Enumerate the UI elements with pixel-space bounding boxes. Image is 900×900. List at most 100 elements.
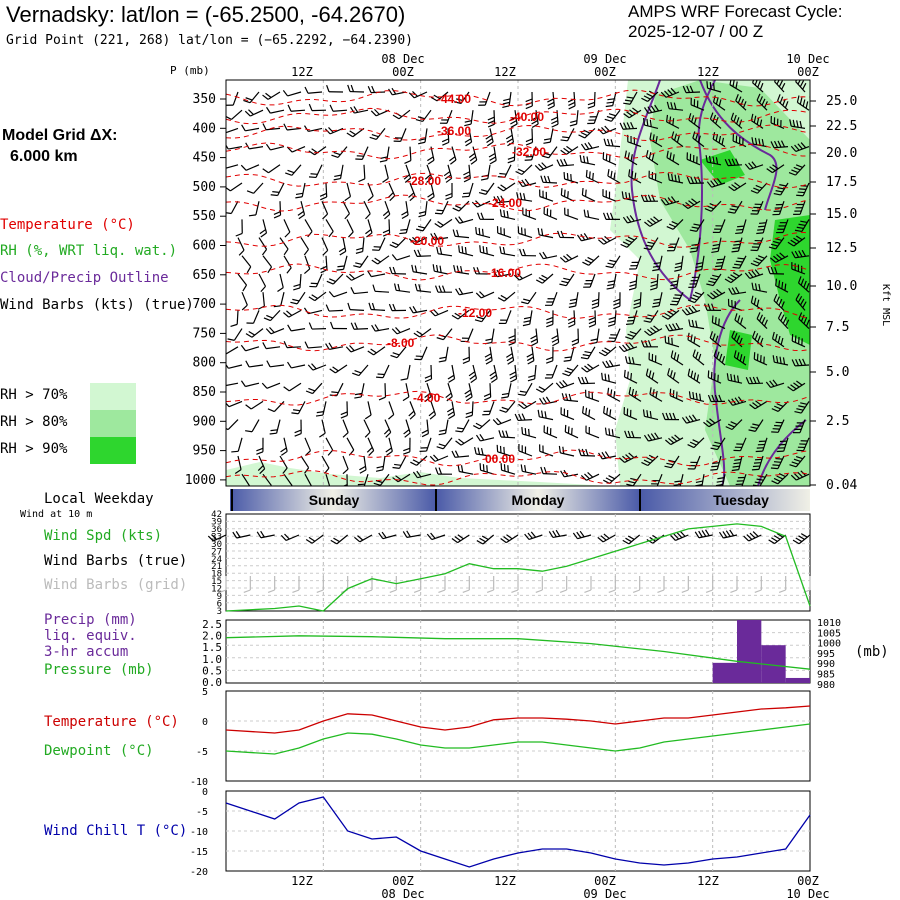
wind-barb [287, 104, 306, 112]
wind-barb-feather [788, 171, 796, 176]
wind-barb-staff [489, 383, 492, 398]
wind-barb-feather [666, 114, 669, 122]
wind-barb-feather [340, 411, 348, 416]
wind-barb-feather [601, 349, 609, 355]
wind-barb-feather [620, 243, 628, 248]
wind-barb-feather [673, 133, 678, 141]
wind-barb-feather [538, 386, 546, 391]
wind-barb-feather [245, 360, 250, 368]
wind-barb [232, 531, 251, 539]
wind-barb [367, 346, 386, 356]
wind-barb-feather [571, 342, 579, 346]
wind-barb-staff [727, 164, 743, 167]
wind-barb-feather [260, 530, 265, 538]
pressure-tick-label: 1000 [185, 473, 216, 488]
wind-barb [633, 292, 642, 309]
wind-barb [794, 219, 810, 233]
cloud-outline-3 [713, 299, 741, 486]
wind-barb-feather [527, 360, 535, 365]
wind-barb [688, 273, 701, 288]
wind-barb-feather [350, 84, 355, 92]
wind-barb-feather [528, 374, 536, 378]
wind-barb-feather [465, 396, 473, 402]
wind-barb [436, 246, 453, 257]
wind-barb [462, 576, 470, 594]
wind-barb-staff [237, 273, 248, 286]
wind-barb-feather [333, 151, 341, 156]
wind-barb-feather [584, 189, 587, 197]
wind-barb-feather [535, 589, 543, 594]
wind-barb-feather [478, 227, 481, 235]
wind-barb-feather [273, 305, 281, 308]
rh80-region [650, 80, 810, 486]
wind-barb-feather [706, 181, 713, 188]
wind-barb-staff [795, 164, 806, 176]
wind-barb-feather [354, 369, 362, 374]
wind-barb-feather [649, 119, 652, 127]
wind-barb-staff [505, 534, 519, 544]
wind-barb [535, 576, 543, 594]
wind-barb [457, 464, 474, 475]
wind-barb [258, 273, 267, 293]
isotherm-label: -20.00 [410, 234, 444, 248]
wind-barb-feather [712, 444, 720, 448]
wind-barb [767, 266, 785, 275]
wind-barb [501, 383, 512, 399]
wind-barb-feather [433, 232, 439, 240]
wind-barb [732, 134, 747, 148]
wind-barb [506, 346, 515, 365]
wind-barb-feather [761, 317, 766, 324]
wind-barb [329, 104, 348, 112]
wind-barb-feather [736, 375, 740, 383]
wind-barb [402, 383, 410, 402]
wind-barb-staff [312, 382, 323, 394]
wind-barb-feather [283, 386, 290, 392]
wind-barb-feather [802, 82, 807, 90]
temp-tick-label: 0 [202, 717, 208, 728]
wind-barb-feather [673, 297, 681, 300]
wind-barb [445, 383, 453, 402]
wind-barb-feather [458, 287, 464, 295]
wind-barb-feather [257, 305, 265, 310]
wind-barb [482, 401, 495, 416]
wind-barb-feather [558, 445, 561, 453]
wind-barb-feather [525, 141, 533, 146]
wind-barb [354, 383, 365, 399]
wind-barb-feather [458, 245, 461, 253]
wind-barb-feather [778, 473, 786, 478]
wind-barb-feather [731, 184, 738, 190]
wind-barb [582, 255, 600, 266]
wind-barb [564, 207, 579, 220]
wind-barb-feather [646, 457, 654, 462]
wind-barb-feather [693, 223, 701, 226]
wind-barb-feather [791, 251, 796, 259]
wind-barb-feather [754, 333, 759, 341]
wind-barb [287, 324, 306, 332]
wind-barb [316, 576, 324, 594]
wind-barb-feather [436, 446, 444, 450]
wind-barb-staff [556, 328, 560, 343]
wind-barb-feather [438, 360, 446, 363]
wind-barb-feather [773, 140, 779, 148]
wind-barb-feather [521, 401, 528, 408]
wind-barb [526, 346, 535, 365]
wind-barb-feather [600, 535, 607, 541]
wind-barb [776, 219, 789, 234]
precip-tick-label: 2.5 [202, 618, 222, 631]
wind-barb-feather [329, 104, 334, 112]
wind-barb-feather [304, 86, 309, 94]
wind-barb-feather [588, 320, 596, 325]
top-hour-label: 12Z [697, 65, 719, 79]
wind-barb-feather [560, 470, 565, 478]
wind-barb-staff [346, 437, 355, 451]
wind-barb-feather [376, 376, 384, 379]
wind-barb-staff [245, 164, 260, 171]
wind-barb-staff [576, 110, 579, 125]
wind-barb-feather [674, 265, 682, 269]
wind-barb [347, 84, 365, 93]
wind-barb-feather [771, 331, 775, 339]
wind-barb-staff [798, 318, 810, 330]
wind-barb-feather [673, 533, 680, 540]
wind-barb-feather [691, 226, 699, 229]
wind-barb-feather [474, 319, 482, 323]
